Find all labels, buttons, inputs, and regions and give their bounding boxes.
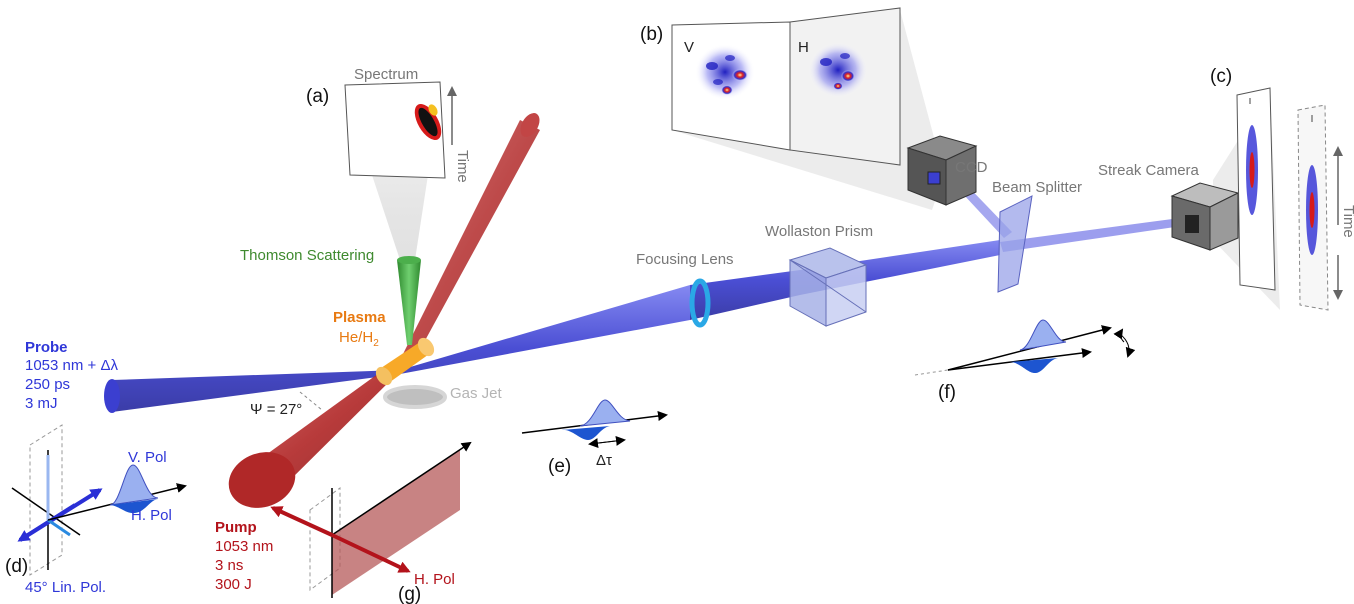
probe-beam-end xyxy=(104,379,120,413)
pump-energy: 300 J xyxy=(215,576,252,593)
thomson-scattering-label: Thomson Scattering xyxy=(240,247,374,264)
delay-label: Δτ xyxy=(596,452,612,469)
panel-label-g: (g) xyxy=(398,584,421,604)
panel-label-d: (d) xyxy=(5,556,28,577)
h-pol-probe-label: H. Pol xyxy=(131,507,172,524)
split-pulses-inset xyxy=(914,319,1136,376)
split-pulse-bottom xyxy=(1010,358,1058,374)
pump-title: Pump xyxy=(215,519,257,536)
ccd-v-label: V xyxy=(684,39,694,56)
v-pol-label: V. Pol xyxy=(128,449,167,466)
spectrum-title: Spectrum xyxy=(354,66,418,83)
split-pulse-top xyxy=(1019,319,1067,351)
probe-energy: 3 mJ xyxy=(25,395,58,412)
streak-images-panel xyxy=(1236,87,1343,311)
ccd-h-speckle xyxy=(808,42,868,98)
wollaston-prism xyxy=(788,247,868,327)
pump-pol-plane xyxy=(332,450,460,595)
ccd-label: CCD xyxy=(955,159,988,176)
thomson-cone xyxy=(397,256,421,345)
pump-pol-vector xyxy=(331,533,411,573)
panel-label-c: (c) xyxy=(1210,66,1232,87)
pump-duration: 3 ns xyxy=(215,557,243,574)
probe-polarization-inset xyxy=(11,424,187,576)
probe-wavelength: 1053 nm + Δλ xyxy=(25,357,118,374)
spectrum-time-label: Time xyxy=(454,150,471,183)
h-pol-pulse xyxy=(110,499,158,514)
focusing-lens xyxy=(689,278,711,328)
angle-label: Ψ = 27° xyxy=(250,401,302,418)
panel-label-b: (b) xyxy=(640,24,663,45)
lin-pol-label: 45° Lin. Pol. xyxy=(25,579,106,596)
gas-jet-label: Gas Jet xyxy=(450,385,503,402)
pump-beam-end xyxy=(228,452,296,508)
gas-jet xyxy=(383,385,447,409)
streak-camera-label: Streak Camera xyxy=(1098,162,1200,179)
pump-wavelength: 1053 nm xyxy=(215,538,273,555)
pump-polarization-inset xyxy=(270,441,472,598)
focusing-lens-label: Focusing Lens xyxy=(636,251,734,268)
pump-beam xyxy=(228,113,540,508)
plasma-gas-subscript: 2 xyxy=(373,338,379,349)
delay-inset xyxy=(521,399,668,449)
plasma-gas-label: He/H2 xyxy=(339,329,379,349)
plasma-cylinder xyxy=(375,337,435,386)
ccd-camera xyxy=(906,135,978,206)
delayed-pulse-top xyxy=(579,399,631,427)
panel-label-a: (a) xyxy=(306,86,329,107)
panel-label-e: (e) xyxy=(548,456,571,477)
v-pol-pulse xyxy=(109,464,159,506)
spectrum-panel xyxy=(344,81,457,179)
h-pol-pump-label: H. Pol xyxy=(414,571,455,588)
plasma-label: Plasma xyxy=(333,309,386,326)
probe-duration: 250 ps xyxy=(25,376,70,393)
panel-label-f: (f) xyxy=(938,382,956,403)
ccd-v-speckle xyxy=(695,44,755,100)
spectrum-projection-cone xyxy=(372,175,428,260)
beam-splitter-label: Beam Splitter xyxy=(992,179,1082,196)
streak-camera xyxy=(1170,182,1240,251)
probe-title: Probe xyxy=(25,339,68,356)
angle-dashed-line xyxy=(299,391,323,411)
delayed-pulse-bottom xyxy=(562,426,610,440)
ccd-images-panel xyxy=(671,7,901,166)
streak-time-label: Time xyxy=(1340,205,1354,238)
wollaston-prism-label: Wollaston Prism xyxy=(765,223,873,240)
ccd-h-label: H xyxy=(798,39,809,56)
beam-splitter xyxy=(997,195,1033,293)
